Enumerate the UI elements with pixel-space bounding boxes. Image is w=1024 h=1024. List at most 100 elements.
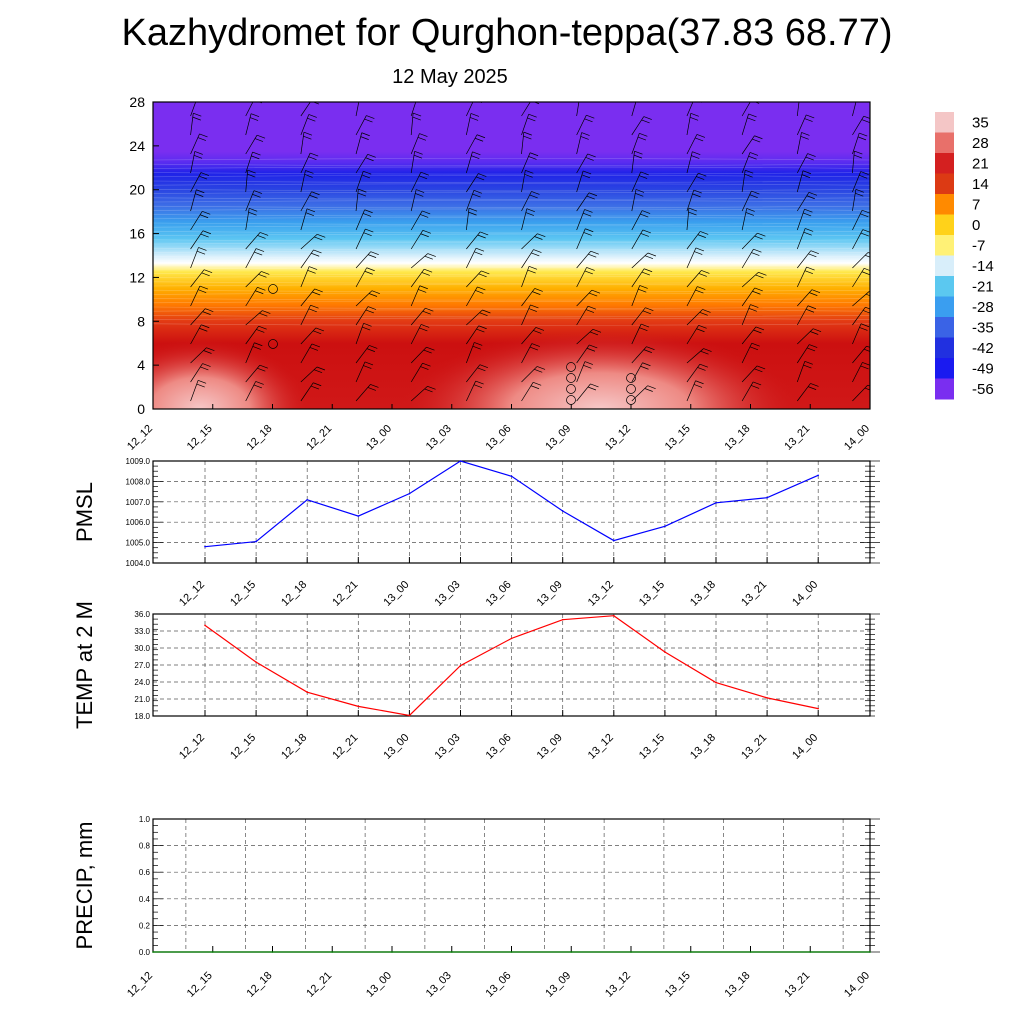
wind-barb-flag [257,287,266,291]
wind-barb-flag [860,232,869,237]
contour-line [153,191,870,194]
wind-barb-flag [697,286,706,290]
wind-barb-flag [800,94,808,97]
contour-line [153,264,870,267]
wind-barb-flag [473,384,483,389]
wind-barb [631,151,635,174]
pmsl-xtick-label: 12_15 [228,579,258,609]
heatmap-xtick-label: 13_06 [484,423,514,453]
precip-xtick-label: 13_12 [603,970,633,1000]
wind-barb [190,151,196,174]
temp-2m-xtick-label: 13_06 [484,732,514,762]
wind-barb-flag [258,325,267,330]
wind-barb-flag [474,251,483,256]
wind-barb-flag [855,188,864,193]
wind-barb-flag [199,214,209,219]
wind-barb-flag [584,361,594,365]
wind-barb [686,151,693,174]
precip-ytick-label: 0.4 [139,895,151,904]
colorbar-label: 35 [972,114,989,131]
wind-barb-flag [425,307,434,312]
wind-barb-flag [200,172,210,176]
wind-barb-flag [311,252,320,257]
contour-line [153,231,870,234]
wind-barb-flag [692,193,701,198]
contour-line [153,275,870,278]
heatmap-xtick-label: 12_18 [245,423,275,453]
wind-barb-flag [639,132,648,137]
wind-barb-flag [587,305,597,310]
wind-barb-flag [480,231,489,236]
wind-barb-flag [863,348,870,352]
colorbar-segment [935,112,954,133]
pmsl-xtick-label: 12_21 [330,579,360,609]
colorbar-label: -35 [972,319,994,336]
wind-barb-flag [363,365,372,369]
precip-point [450,951,453,953]
wind-barb-flag [367,154,376,158]
calm-circle [566,362,576,372]
pmsl-xtick-label: 13_09 [535,579,565,609]
wind-barb [465,208,470,231]
precip-point [271,951,274,953]
wind-barb-flag [249,117,259,121]
precip-panel: 0.0 0.2 0.4 0.6 0.8 1.0 12_12 12_15 12_18 12_21 13… [72,815,880,1000]
wind-barb-flag [639,285,648,289]
temp-2m-ytick-label: 36.0 [134,610,150,619]
wind-barb-flag [695,137,704,142]
wind-barb-flag [583,364,592,369]
wind-barb-flag [199,327,208,332]
wind-barb-flag [303,135,312,140]
wind-barb-flag [703,348,712,352]
colorbar-label: -28 [972,299,994,316]
wind-barb [741,113,749,136]
wind-barb-flag [199,133,208,138]
wind-barb-flag [256,134,266,139]
wind-barb-flag [698,273,707,277]
wind-barb-flag [642,210,651,214]
wind-barb-flag [476,328,485,333]
wind-barb-flag [202,211,211,215]
wind-barb-flag [744,173,753,178]
temp-2m-point [204,624,206,627]
wind-barb-flag [367,387,376,391]
wind-barb-flag [195,193,204,197]
wind-barb-flag [691,155,700,159]
temp-2m-xtick-label: 13_09 [535,732,565,762]
wind-barb-flag [801,174,811,178]
wind-barb-flag [866,345,870,348]
temp-2m-point [306,691,309,693]
wind-barb-flag [806,347,816,352]
wind-barb-flag [303,131,313,136]
wind-barb [576,170,584,193]
wind-barb-flag [361,174,371,179]
wind-barb-flag [530,385,540,390]
wind-barb-flag [370,384,379,388]
contour-line [153,233,870,236]
temp-2m-xtick-label: 12_12 [177,732,207,762]
colorbar-label: -7 [972,237,985,254]
wind-barb-flag [643,268,653,273]
wind-barb-flag [365,228,374,233]
wind-barb-flag [314,236,323,241]
heatmap-xtick-label: 13_09 [543,423,573,453]
wind-barb-flag [696,134,706,138]
wind-barb-flag [202,230,212,235]
wind-barb-flag [310,304,319,309]
wind-barb-flag [420,366,429,370]
wind-barb-flag [368,293,378,297]
temp-2m-ylabel: TEMP at 2 M [72,601,97,729]
wind-barb [245,102,254,117]
pmsl-point [306,498,309,501]
wind-barb-flag [749,346,759,351]
wind-barb-flag [860,213,869,218]
pmsl-ytick-label: 1005.0 [126,539,151,548]
wind-barb-flag [255,381,264,385]
wind-barb-flag [757,232,766,237]
wind-barb-flag [476,96,484,99]
wind-barb-flag [580,94,588,97]
wind-barb-flag [313,369,323,374]
contour-line [153,217,870,220]
wind-barb [686,102,694,117]
